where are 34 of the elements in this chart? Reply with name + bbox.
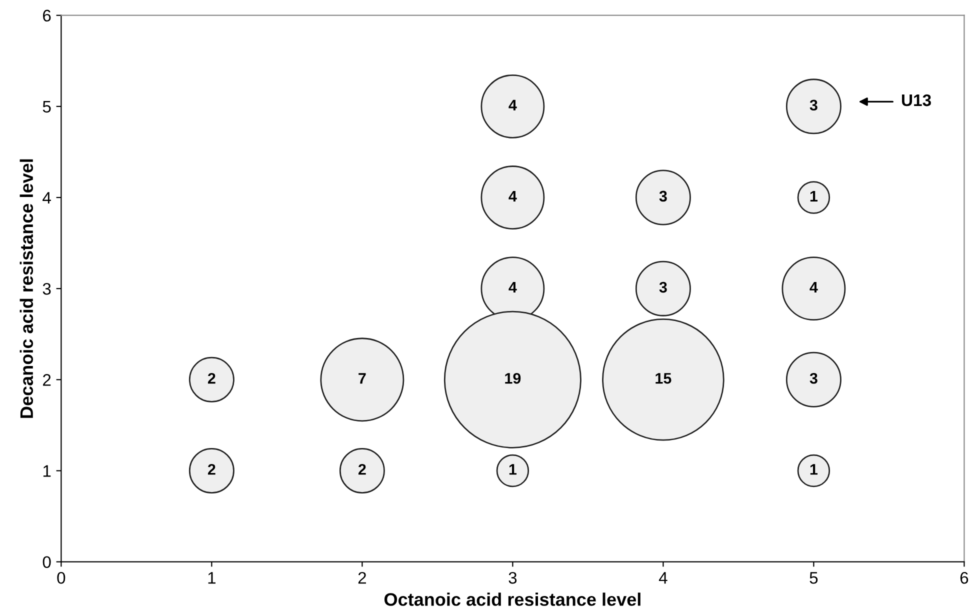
x-tick-label: 2 [358,572,366,584]
y-tick-label: 5 [42,101,51,113]
annotation: 4 [810,282,818,293]
y-tick-label: 3 [42,282,51,295]
annotation: 4 [508,282,517,293]
y-tick-label: 6 [43,10,51,22]
y-tick-label: 4 [42,192,51,204]
annotation: 2 [208,464,216,475]
y-tick-label: 0 [42,556,51,568]
x-axis-title: Octanoic acid resistance level [384,592,640,606]
x-tick-label: 0 [57,572,66,584]
y-axis-title: Decanoic acid resistance level [20,159,34,418]
annotation: 1 [810,464,818,475]
annotation: U13 [902,94,931,106]
annotation: 7 [358,373,366,384]
x-tick-label: 6 [960,572,968,584]
annotation: 4 [508,100,517,110]
x-tick-label: 3 [508,572,517,584]
annotation: 3 [810,100,818,111]
x-tick-label: 1 [208,572,216,584]
annotation: 1 [810,190,818,202]
annotation: 3 [810,372,818,384]
annotation: 3 [659,190,667,202]
x-tick-label: 5 [810,572,818,584]
annotation: 15 [656,373,672,384]
annotation: 3 [659,282,667,293]
y-tick-label: 2 [43,374,51,386]
y-tick-label: 1 [43,465,51,477]
x-tick-label: 4 [658,572,668,584]
annotation: 2 [358,464,366,475]
annotation: 4 [508,190,517,202]
annotation: 19 [505,372,521,384]
annotation: 1 [509,464,517,475]
annotation: 2 [208,372,216,384]
